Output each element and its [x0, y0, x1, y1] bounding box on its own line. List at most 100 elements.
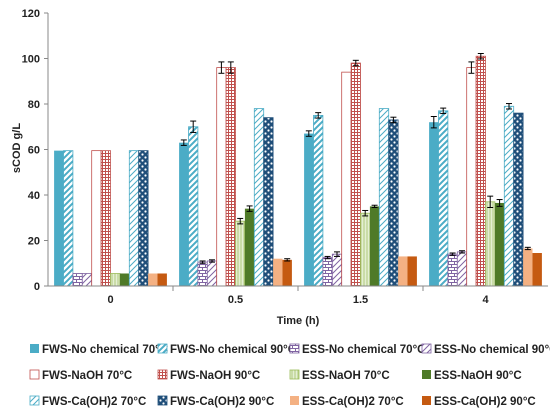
bar — [197, 261, 208, 287]
error-bar — [352, 59, 359, 67]
bar — [253, 108, 265, 287]
bar — [407, 256, 417, 286]
error-bar — [227, 61, 234, 74]
y-tick-label: 120 — [22, 8, 40, 20]
legend-swatch — [289, 369, 300, 380]
legend-swatch — [422, 396, 431, 405]
y-axis-ticks: 0 20 40 60 80 100 120 — [22, 8, 48, 293]
bar — [475, 55, 486, 287]
x-tick-label: 0 — [107, 294, 113, 306]
legend-label: FWS-NaOH 70°C — [42, 370, 132, 382]
bar — [350, 62, 361, 287]
legend-item: ESS-No chemical 90°C — [421, 343, 550, 356]
error-bar — [459, 250, 465, 254]
error-bar — [305, 130, 312, 137]
bar — [119, 273, 130, 286]
bar — [513, 112, 524, 287]
error-bar — [246, 205, 253, 212]
error-bar — [524, 246, 531, 251]
bar — [331, 253, 343, 287]
bar — [188, 126, 199, 287]
error-bar — [430, 116, 437, 129]
error-bar — [180, 139, 187, 146]
bar — [503, 105, 515, 287]
y-axis-title: sCOD g/L — [11, 123, 23, 173]
error-bar — [315, 112, 322, 119]
bar — [388, 119, 399, 287]
legend-item: FWS-Ca(OH)2 70°C — [29, 395, 146, 408]
x-tick-label: 4 — [482, 294, 489, 306]
error-bar — [324, 255, 331, 260]
error-bar — [362, 209, 369, 217]
legend-swatch — [29, 369, 40, 380]
legend-item: FWS-NaOH 90°C — [157, 369, 260, 382]
error-bar — [449, 252, 456, 256]
bar — [91, 150, 102, 287]
error-bar — [506, 103, 512, 110]
legend-label: FWS-No chemical 90°C — [170, 344, 296, 356]
error-bar — [487, 195, 494, 209]
bar — [273, 258, 283, 286]
bar — [138, 150, 149, 287]
error-bar — [237, 217, 244, 225]
legend-swatch — [30, 344, 39, 353]
bar — [378, 108, 390, 287]
error-bar — [390, 116, 397, 124]
bar — [304, 133, 314, 286]
x-axis-ticks: 0 0.5 1.5 4 — [107, 286, 489, 306]
bar — [54, 150, 64, 286]
bar — [523, 248, 533, 286]
bar — [216, 67, 227, 287]
legend-label: ESS-Ca(OH)2 90°C — [434, 396, 536, 408]
bar — [429, 122, 439, 286]
legend-item: FWS-NaOH 70°C — [29, 369, 132, 382]
legend-item: ESS-No chemical 70°C — [289, 343, 425, 356]
legend-label: FWS-Ca(OH)2 70°C — [42, 396, 146, 408]
bar — [438, 110, 449, 287]
y-tick-label: 60 — [28, 145, 40, 157]
bar — [157, 273, 167, 286]
error-bar — [284, 258, 291, 262]
bar — [148, 273, 158, 286]
bar — [225, 67, 236, 287]
legend-item: ESS-Ca(OH)2 90°C — [422, 396, 536, 408]
bar — [466, 67, 477, 287]
bar — [110, 273, 121, 287]
bar — [369, 206, 380, 287]
bar — [447, 253, 458, 287]
y-tick-label: 80 — [28, 99, 40, 111]
legend-swatch — [421, 343, 432, 354]
legend-item: FWS-Ca(OH)2 90°C — [157, 395, 274, 408]
bar — [341, 71, 352, 287]
bar — [322, 257, 333, 287]
error-bar — [334, 251, 340, 257]
legend-label: FWS-Ca(OH)2 90°C — [170, 396, 274, 408]
legend-swatch — [157, 369, 168, 380]
legend-item: ESS-NaOH 90°C — [422, 370, 522, 382]
legend-label: ESS-No chemical 70°C — [302, 344, 425, 356]
x-tick-label: 0.5 — [228, 294, 243, 306]
bar — [72, 273, 83, 287]
legend-item: ESS-NaOH 70°C — [289, 369, 390, 382]
error-bar — [218, 61, 225, 74]
bar — [235, 220, 246, 287]
error-bar — [209, 259, 215, 263]
bar — [456, 251, 468, 287]
error-bar — [199, 260, 206, 264]
error-bar — [468, 61, 475, 74]
legend-label: ESS-No chemical 90°C — [434, 344, 550, 356]
legend-item: ESS-Ca(OH)2 70°C — [290, 396, 404, 408]
legend-swatch — [289, 343, 300, 354]
bar — [179, 142, 189, 286]
x-axis-title: Time (h) — [277, 315, 320, 327]
x-tick-label: 1.5 — [353, 294, 368, 306]
legend-label: FWS-NaOH 90°C — [170, 370, 260, 382]
bar — [100, 150, 111, 287]
legend-item: FWS-No chemical 70°C — [30, 344, 168, 356]
y-tick-label: 100 — [22, 54, 40, 66]
bar — [398, 256, 408, 286]
legend-label: ESS-Ca(OH)2 70°C — [302, 396, 404, 408]
error-bar — [371, 204, 378, 209]
legend-swatch — [29, 395, 40, 406]
